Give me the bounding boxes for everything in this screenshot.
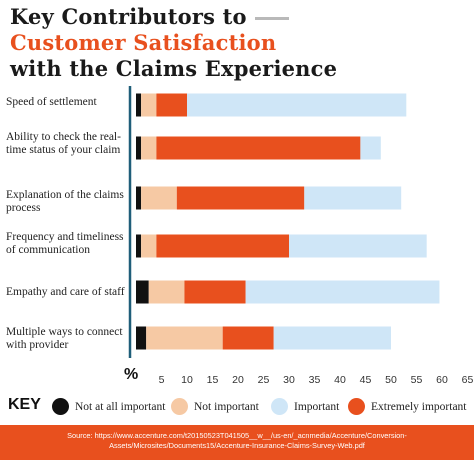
bar-segment-extremely-important <box>156 93 187 117</box>
x-tick-label: 5 <box>159 374 165 386</box>
bar-segment-important <box>304 186 402 210</box>
title-dash-decoration <box>254 17 289 20</box>
legend-swatch <box>171 398 188 415</box>
category-label-speed: Speed of settlement <box>6 96 97 108</box>
bar-segment-not-important <box>148 280 185 304</box>
bar-segment-important <box>187 93 407 117</box>
x-tick-label: 35 <box>309 374 321 386</box>
bar-segment-not-important <box>141 93 157 117</box>
axis-unit-label: % <box>124 366 139 383</box>
chart-title: Key Contributors to Customer Satisfactio… <box>10 4 337 82</box>
title-line-3: with the Claims Experience <box>10 56 338 81</box>
source-footer: Source: https://www.accenture.com/t20150… <box>0 425 474 460</box>
legend: KEY Not at all important Not important I… <box>8 396 474 416</box>
bar-segment-not-at-all-important <box>136 280 149 304</box>
bar-segment-important <box>245 280 440 304</box>
x-tick-label: 25 <box>258 374 270 386</box>
x-tick-label: 30 <box>283 374 295 386</box>
x-tick-label: 55 <box>411 374 423 386</box>
x-tick-label: 10 <box>181 374 193 386</box>
legend-item-not-important: Not important <box>171 398 259 415</box>
legend-item-important: Important <box>271 398 339 415</box>
category-label-explanation: Explanation of the claims process <box>6 189 124 214</box>
x-tick-label: 60 <box>436 374 448 386</box>
bar-segment-important <box>273 326 391 350</box>
bar-segment-not-important <box>141 186 177 210</box>
x-tick-label: 50 <box>385 374 397 386</box>
x-tick-label: 15 <box>207 374 219 386</box>
legend-label: Important <box>294 400 340 413</box>
bar-segment-not-at-all-important <box>136 93 142 117</box>
title-line-2: Customer Satisfaction <box>10 30 277 55</box>
legend-label: Not at all important <box>75 400 166 413</box>
legend-label: Extremely important <box>371 400 467 413</box>
legend-label: Not important <box>194 400 259 413</box>
x-tick-label: 40 <box>334 374 346 386</box>
bar-segment-not-important <box>141 136 157 160</box>
bar-segment-not-at-all-important <box>136 136 142 160</box>
legend-item-not-at-all-important: Not at all important <box>52 398 165 415</box>
x-tick-label: 45 <box>360 374 372 386</box>
legend-title: KEY <box>8 396 41 413</box>
bar-segment-not-important <box>141 234 157 258</box>
legend-swatch <box>348 398 365 415</box>
bar-segment-extremely-important <box>156 234 289 258</box>
bar-segment-extremely-important <box>184 280 246 304</box>
category-label-multiple-ways: Multiple ways to connect with provider <box>6 326 123 351</box>
stacked-bar-chart: 5 10 15 20 25 30 35 40 45 50 55 60 65 <box>128 86 474 386</box>
bar-segment-not-at-all-important <box>136 326 147 350</box>
bar-segment-not-at-all-important <box>136 234 142 258</box>
legend-swatch <box>271 398 288 415</box>
bar-segment-extremely-important <box>156 136 361 160</box>
x-tick-label: 20 <box>232 374 244 386</box>
bar-segment-extremely-important <box>222 326 274 350</box>
category-label-realtime-status: Ability to check the real-time status of… <box>6 131 121 156</box>
legend-swatch <box>52 398 69 415</box>
legend-item-extremely-important: Extremely important <box>348 398 467 415</box>
title-line-1: Key Contributors to <box>10 4 247 29</box>
category-label-frequency: Frequency and timeliness of communicatio… <box>6 231 124 256</box>
bar-segment-not-important <box>146 326 223 350</box>
x-tick-label: 65 <box>462 374 474 386</box>
bar-segment-extremely-important <box>176 186 305 210</box>
bar-segment-not-at-all-important <box>136 186 142 210</box>
bar-segment-important <box>289 234 427 258</box>
category-label-empathy: Empathy and care of staff <box>6 286 125 298</box>
bar-segment-important <box>360 136 381 160</box>
